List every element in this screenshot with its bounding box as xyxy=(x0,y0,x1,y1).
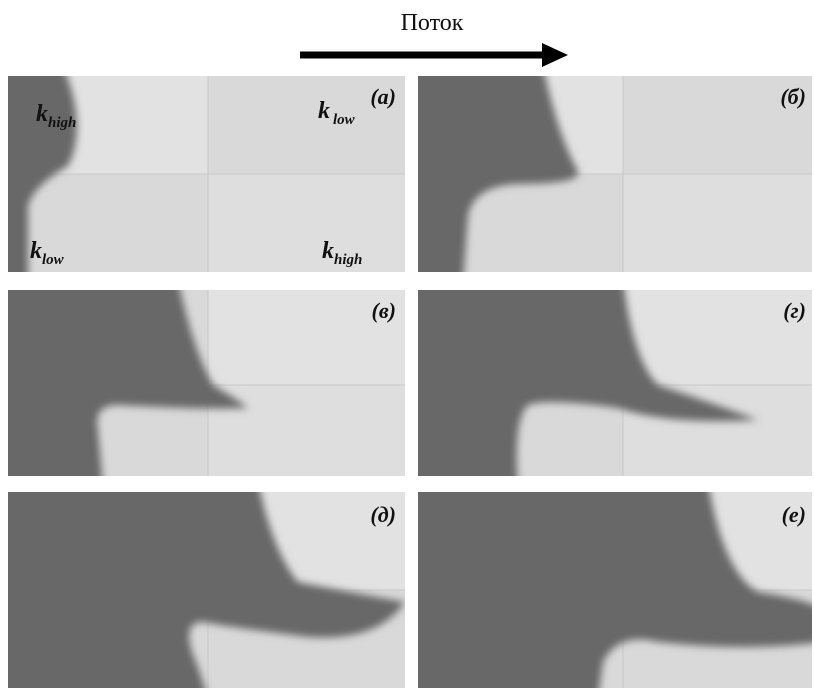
annotation-base: k xyxy=(318,98,330,124)
annotation-sub: low xyxy=(333,112,356,128)
panel-label: (г) xyxy=(783,298,806,323)
annotation-sub: high xyxy=(48,115,76,131)
annotation-base: k xyxy=(30,238,42,264)
annotation-sub: high xyxy=(334,252,362,268)
panel-label: (д) xyxy=(370,502,396,527)
figure: Поток (а) khigh klow klow khigh (б) (в) … xyxy=(0,0,814,691)
flow-label: Поток xyxy=(401,10,464,36)
panel: (е) xyxy=(408,482,814,691)
annotation-base: k xyxy=(322,238,334,264)
annotation-sub: low xyxy=(42,252,65,268)
panel-label: (б) xyxy=(780,84,806,109)
panel-label: (в) xyxy=(372,298,396,323)
panel: (б) xyxy=(408,66,812,282)
panel: (д) xyxy=(0,482,405,691)
flow-arrowhead xyxy=(542,43,568,67)
annotation-base: k xyxy=(36,101,48,127)
panel-label: (е) xyxy=(782,502,806,527)
panel: (в) xyxy=(0,280,405,486)
panel-label: (а) xyxy=(370,84,396,109)
panel: (г) xyxy=(408,280,812,486)
